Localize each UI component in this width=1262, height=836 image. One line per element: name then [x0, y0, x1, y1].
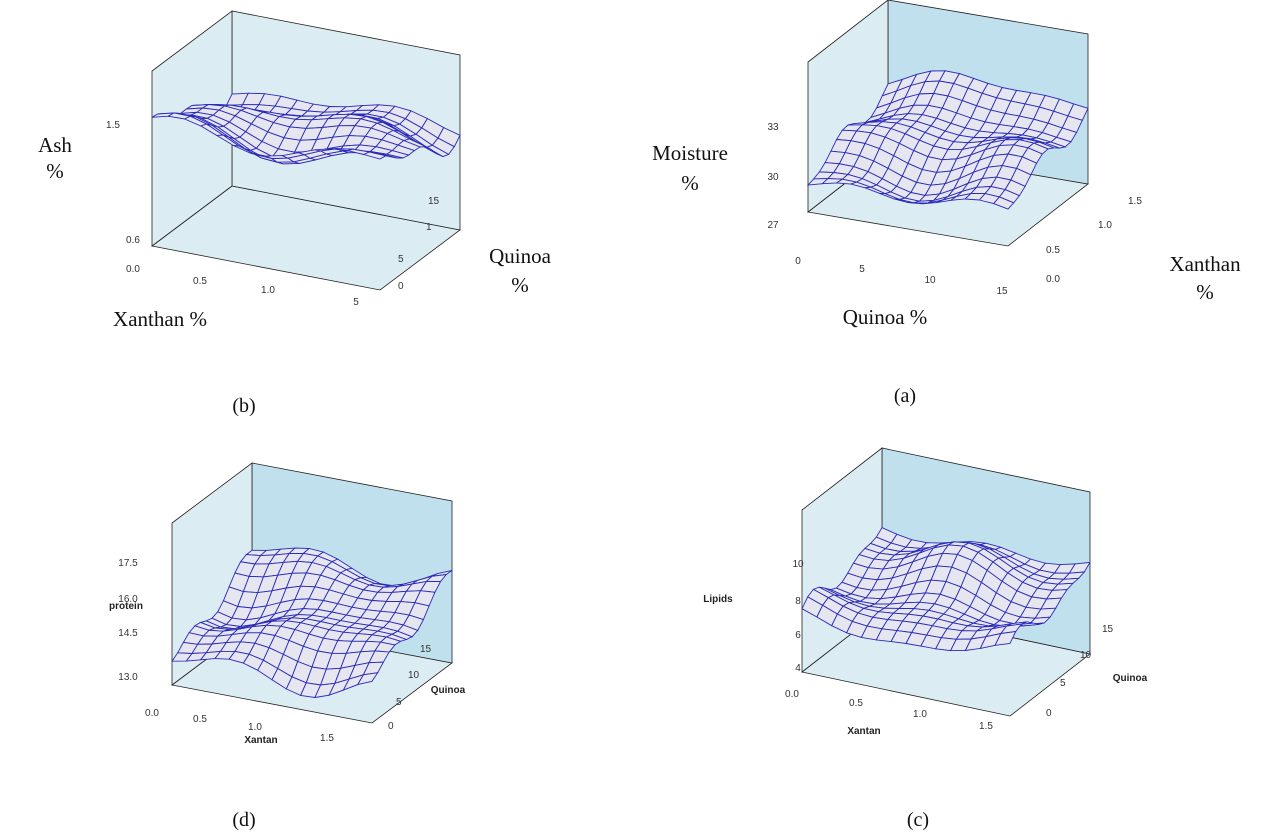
- surface-plot-1: Moisture% Quinoa % Xanthan% 0 5 10 15 0.0 0.5 1.0…: [652, 0, 1241, 407]
- y-tick-label: 15: [420, 644, 432, 655]
- x-tick-label: 0.0: [126, 264, 140, 275]
- x-tick-label: 5: [859, 264, 865, 275]
- y-tick-label: 1.5: [1128, 196, 1142, 207]
- z-tick-label: 1.5: [106, 120, 120, 131]
- x-tick-label: 0.0: [785, 689, 799, 700]
- x-tick-label: 1.0: [913, 709, 927, 720]
- y-tick-label: 5: [396, 697, 402, 708]
- y-tick-label: 0: [398, 281, 404, 292]
- z-tick-label: 33: [767, 122, 779, 133]
- z-axis-label: Moisture: [652, 141, 728, 165]
- x-tick-label: 1.5: [320, 733, 334, 744]
- y-tick-label: 0: [388, 721, 394, 732]
- x-tick-label: 0.5: [193, 276, 207, 287]
- x-tick-label: 0.5: [193, 714, 207, 725]
- x-tick-label: 0.5: [849, 698, 863, 709]
- z-tick-label: 6: [795, 630, 801, 641]
- y-tick-label: 0: [1046, 708, 1052, 719]
- surface-plot-0: Ash% Xanthan % Quinoa% 0.0 0.5 1.0 5 0 5 1 15 0.6 1.…: [38, 10, 552, 417]
- panel-caption: (c): [907, 809, 929, 831]
- z-axis-label: %: [681, 171, 699, 195]
- x-tick-label: 10: [924, 275, 936, 286]
- y-axis-label: %: [511, 273, 529, 297]
- x-tick-label: 1.0: [248, 722, 262, 733]
- z-tick-label: 27: [767, 220, 779, 231]
- z-tick-label: 4: [795, 663, 801, 674]
- y-axis-label: Quinoa: [431, 685, 466, 696]
- y-axis-label: Quinoa: [489, 244, 552, 268]
- z-tick-label: 10: [792, 559, 804, 570]
- x-tick-label: 0: [795, 256, 801, 267]
- x-axis-label: Xanthan %: [113, 307, 207, 331]
- y-tick-label: 10: [408, 670, 420, 681]
- z-axis-label: Ash: [38, 133, 72, 157]
- y-tick-label: 15: [1102, 624, 1114, 635]
- z-tick-label: 14.5: [118, 628, 138, 639]
- z-tick-label: 0.6: [126, 235, 140, 246]
- y-tick-label: 1.0: [1098, 220, 1112, 231]
- x-axis-label: Xantan: [847, 726, 880, 737]
- side-wall: [151, 10, 233, 247]
- surface-cell: [992, 196, 1015, 210]
- z-axis-label: Lipids: [703, 594, 733, 605]
- x-tick-label: 5: [353, 297, 359, 308]
- y-tick-label: 5: [1060, 678, 1066, 689]
- x-tick-label: 1.5: [979, 721, 993, 732]
- z-tick-label: 17.5: [118, 558, 138, 569]
- z-tick-label: 8: [795, 596, 801, 607]
- y-axis-label: Quinoa: [1113, 673, 1148, 684]
- panel-caption: (b): [232, 395, 255, 417]
- z-axis-label: %: [46, 159, 64, 183]
- surface-plot-3: Lipids Xantan Quinoa 0.0 0.5 1.0 1.5 0 5 10 15 4 6 8 1…: [703, 447, 1148, 831]
- y-tick-label: 0.0: [1046, 274, 1060, 285]
- surface-cell: [356, 672, 379, 686]
- x-axis-label: Xantan: [244, 735, 277, 746]
- y-tick-label: 10: [1080, 650, 1092, 661]
- surface-plot-2: protein Xantan Quinoa 0.0 0.5 1.0 1.5 0 5 10 15 13.…: [109, 462, 466, 831]
- y-tick-label: 15: [428, 196, 440, 207]
- z-tick-label: 30: [767, 172, 779, 183]
- z-tick-label: 13.0: [118, 672, 138, 683]
- x-tick-label: 15: [996, 286, 1008, 297]
- x-tick-label: 0.0: [145, 708, 159, 719]
- panel-caption: (d): [232, 809, 255, 831]
- surface-cell: [362, 151, 387, 160]
- surface-cell: [994, 630, 1017, 646]
- y-tick-label: 1: [426, 222, 432, 233]
- x-tick-label: 1.0: [261, 285, 275, 296]
- y-tick-label: 0.5: [1046, 245, 1060, 256]
- y-axis-label: Xanthan: [1169, 252, 1241, 276]
- y-tick-label: 5: [398, 254, 404, 265]
- z-tick-label: 16.0: [118, 594, 138, 605]
- y-axis-label: %: [1196, 280, 1214, 304]
- z-axis-label: protein: [109, 601, 143, 612]
- panel-caption: (a): [894, 385, 916, 407]
- x-axis-label: Quinoa %: [843, 305, 928, 329]
